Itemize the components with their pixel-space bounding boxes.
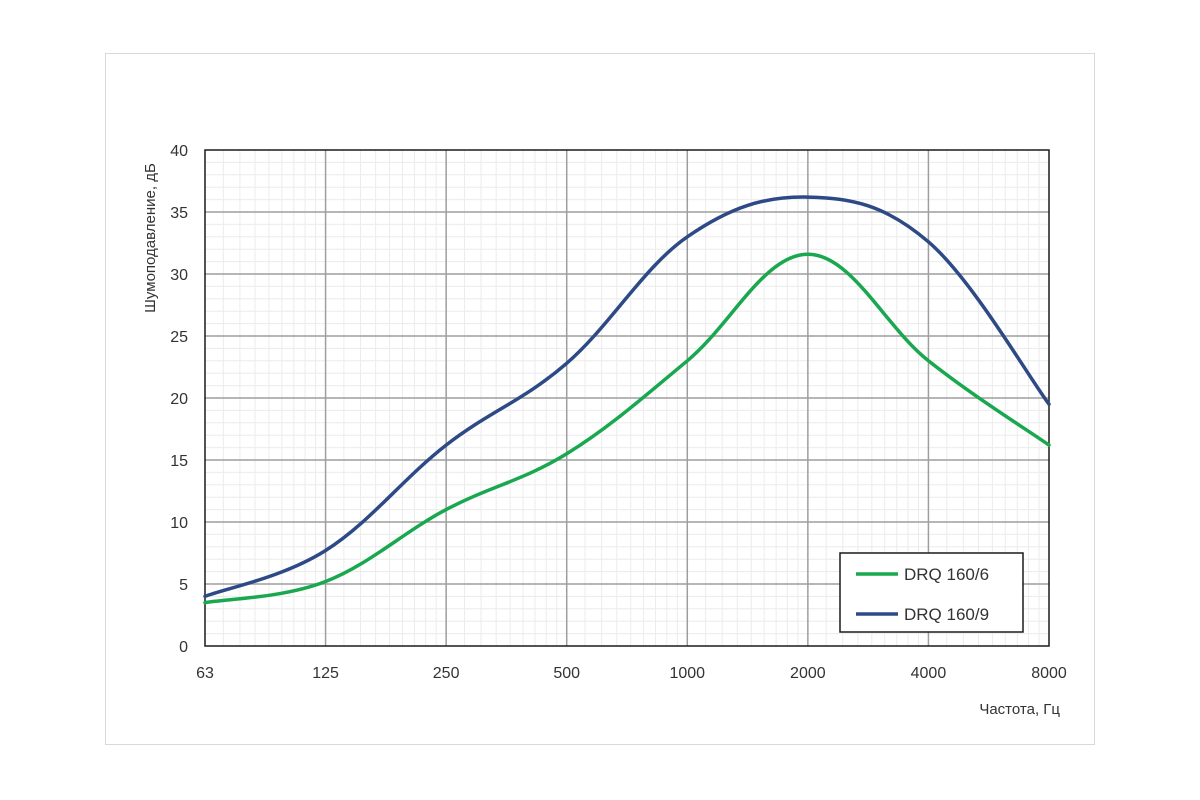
x-tick-label: 63 bbox=[196, 665, 214, 682]
x-tick-label: 2000 bbox=[790, 665, 826, 682]
series-lines bbox=[203, 195, 1051, 605]
x-tick-label: 8000 bbox=[1031, 665, 1067, 682]
y-tick-label: 0 bbox=[179, 639, 188, 656]
x-tick-label: 500 bbox=[553, 665, 580, 682]
x-axis-title: Частота, Гц bbox=[979, 701, 1060, 718]
y-tick-label: 30 bbox=[170, 267, 188, 284]
legend: DRQ 160/6 DRQ 160/9 bbox=[839, 552, 1024, 633]
y-tick-label: 15 bbox=[170, 453, 188, 470]
y-tick-label: 25 bbox=[170, 329, 188, 346]
major-grid bbox=[205, 150, 1049, 646]
legend-box bbox=[839, 552, 1024, 633]
plot-area-border bbox=[204, 149, 1050, 647]
y-axis-title: Шумоподавление, дБ bbox=[142, 163, 159, 313]
x-tick-label: 125 bbox=[312, 665, 339, 682]
y-tick-label: 10 bbox=[170, 515, 188, 532]
y-tick-label: 40 bbox=[170, 143, 188, 160]
y-tick-label: 35 bbox=[170, 205, 188, 222]
y-tick-label: 20 bbox=[170, 391, 188, 408]
legend-label: DRQ 160/9 bbox=[904, 605, 989, 624]
x-tick-label: 250 bbox=[433, 665, 460, 682]
x-axis-tick-labels: 63 125 250 500 1000 2000 4000 8000 bbox=[196, 665, 1067, 682]
y-tick-label: 5 bbox=[179, 577, 188, 594]
x-tick-label: 1000 bbox=[669, 665, 705, 682]
y-axis-tick-labels: 0 5 10 15 20 25 30 35 40 bbox=[170, 143, 188, 656]
legend-label: DRQ 160/6 bbox=[904, 565, 989, 584]
x-tick-label: 4000 bbox=[911, 665, 947, 682]
series-line-drq-160-6 bbox=[203, 252, 1051, 605]
series-line-drq-160-9 bbox=[203, 195, 1051, 599]
